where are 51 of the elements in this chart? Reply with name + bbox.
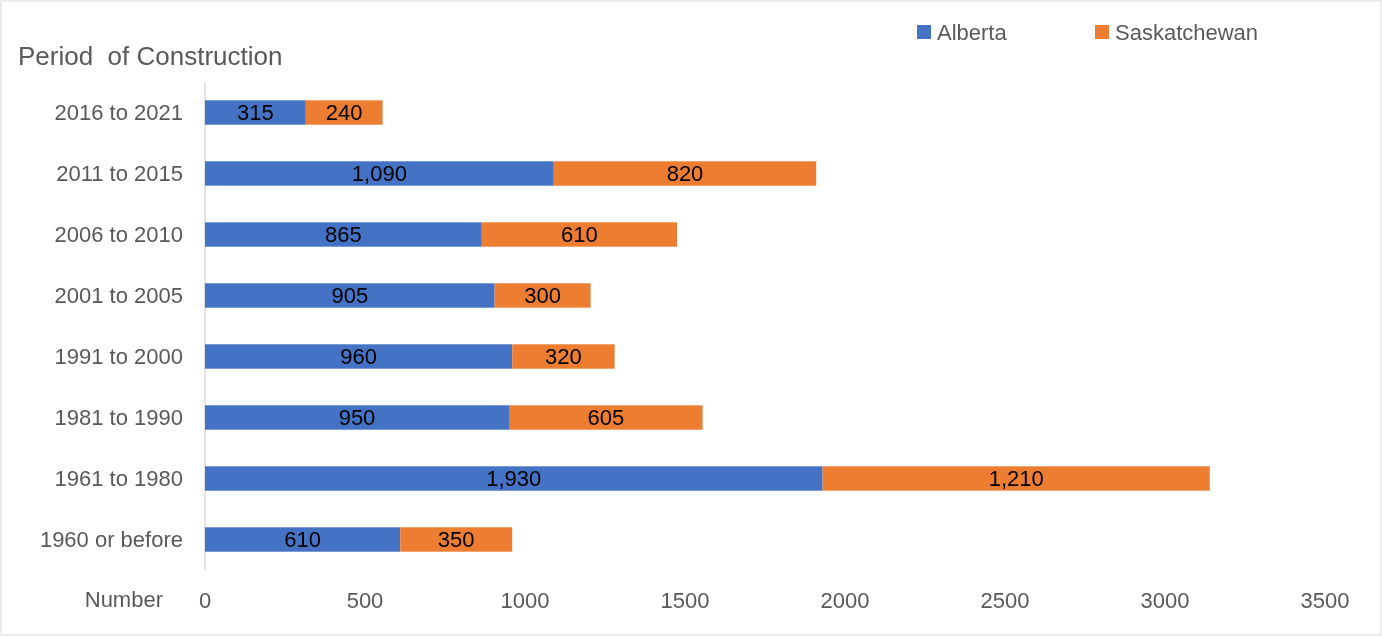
bar xyxy=(494,283,591,308)
bar xyxy=(400,527,513,552)
data-label: 240 xyxy=(325,100,363,126)
x-axis-title: Number xyxy=(84,587,163,612)
y-tick-label: 1981 to 1990 xyxy=(54,405,183,431)
data-label: 1,930 xyxy=(486,466,542,492)
x-tick-label: 0 xyxy=(198,588,212,613)
data-label: 315 xyxy=(237,100,274,126)
bar xyxy=(205,527,401,552)
x-tick-label: 1500 xyxy=(660,588,710,613)
y-tick-label: 1961 to 1980 xyxy=(54,466,183,492)
y-axis-title: Period of Construction xyxy=(18,41,283,71)
data-label: 820 xyxy=(666,161,704,187)
bar xyxy=(509,405,703,430)
y-tick-label: 1960 or before xyxy=(39,527,183,553)
data-label: 300 xyxy=(524,283,561,309)
x-tick-label: 2000 xyxy=(820,588,870,613)
bar xyxy=(481,222,677,247)
data-label: 605 xyxy=(587,405,625,431)
legend-label: Saskatchewan xyxy=(1115,19,1259,45)
bar xyxy=(205,222,482,247)
x-tick-label: 1000 xyxy=(500,588,550,613)
data-label: 960 xyxy=(340,344,377,370)
bar xyxy=(553,161,817,186)
data-label: 350 xyxy=(437,527,475,553)
bar xyxy=(205,344,513,369)
y-tick-label: 1991 to 2000 xyxy=(54,344,183,370)
y-tick-label: 2016 to 2021 xyxy=(54,100,183,126)
bar xyxy=(822,466,1210,491)
y-tick-label: 2001 to 2005 xyxy=(54,283,183,309)
data-label: 1,210 xyxy=(988,466,1044,492)
bar xyxy=(205,161,554,186)
data-label: 905 xyxy=(331,283,369,309)
data-label: 950 xyxy=(338,405,376,431)
data-label: 320 xyxy=(545,344,582,370)
bar xyxy=(205,405,509,430)
data-label: 610 xyxy=(561,222,598,248)
x-tick-label: 500 xyxy=(346,588,384,613)
x-tick-label: 3000 xyxy=(1140,588,1190,613)
data-label: 610 xyxy=(284,527,321,553)
x-tick-label: 2500 xyxy=(980,588,1030,613)
bar xyxy=(205,283,495,308)
data-label: 865 xyxy=(325,222,362,248)
data-label: 1,090 xyxy=(351,161,407,187)
bar xyxy=(205,100,306,125)
x-tick-label: 3500 xyxy=(1300,588,1350,613)
y-tick-label: 2011 to 2015 xyxy=(56,161,183,187)
legend-label: Alberta xyxy=(937,19,1008,45)
y-tick-label: 2006 to 2010 xyxy=(54,222,183,248)
bar xyxy=(512,344,615,369)
bar xyxy=(205,466,823,491)
